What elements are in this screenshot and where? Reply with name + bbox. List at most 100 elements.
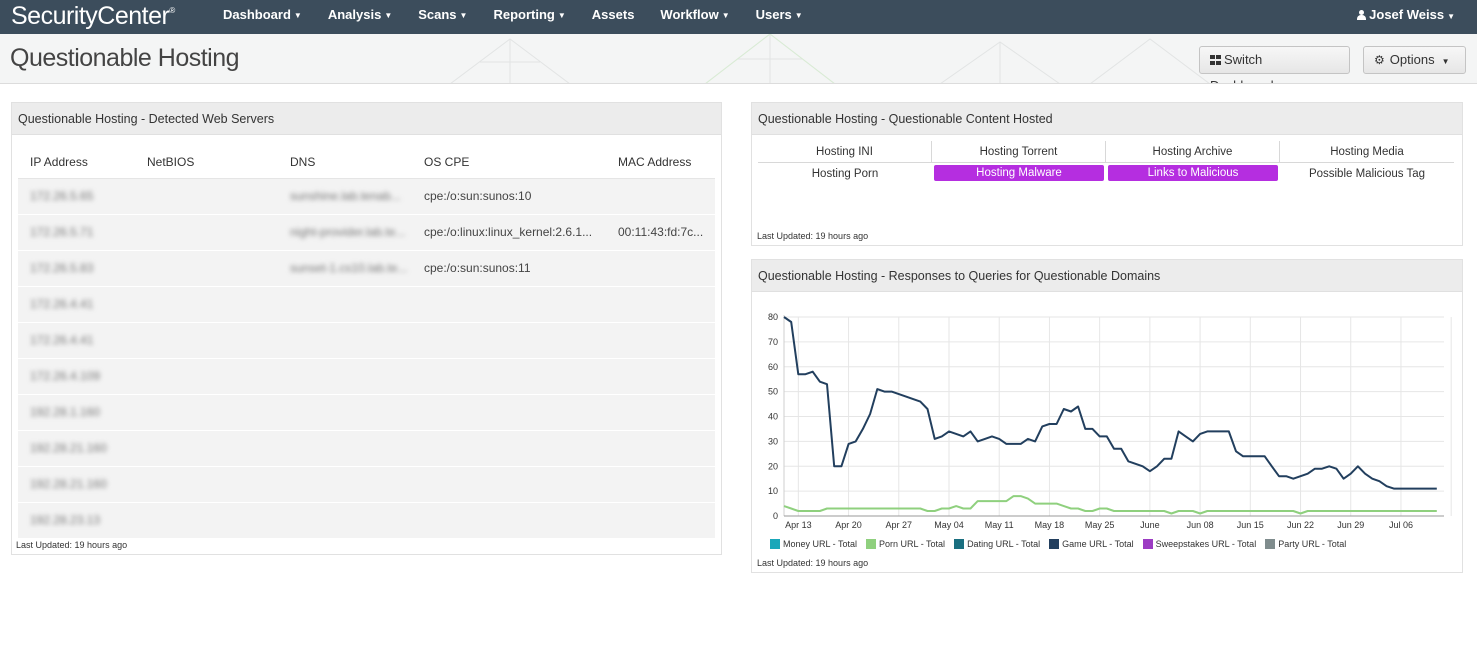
- nav-workflow[interactable]: Workflow ▼: [647, 0, 742, 34]
- switch-dashboard-button[interactable]: Switch Dashboard ▼: [1199, 46, 1350, 83]
- alert-indicator: Hosting Malware: [934, 165, 1104, 181]
- table-cell: cpe:/o:sun:sunos:11: [412, 250, 606, 287]
- user-name: Josef Weiss: [1369, 7, 1445, 22]
- legend-item[interactable]: Porn URL - Total: [866, 539, 945, 549]
- responses-line-chart: 0 10 20 30 40 50 60 70 80 Apr 13 Apr 20 Apr 27 May 0…: [768, 312, 1452, 530]
- nav-assets[interactable]: Assets: [579, 0, 648, 34]
- options-button[interactable]: ⚙ Options ▼: [1363, 46, 1466, 74]
- table-row[interactable]: 172.26.4.109: [18, 358, 715, 395]
- table-cell: 172.26.4.41: [18, 286, 135, 323]
- gear-icon: ⚙: [1374, 53, 1385, 67]
- table-row[interactable]: 192.28.1.160: [18, 394, 715, 431]
- column-header[interactable]: MAC Address: [606, 146, 715, 179]
- chevron-down-icon: ▼: [459, 11, 468, 20]
- series-line-porn-url-total: [783, 495, 1437, 515]
- nav-analysis[interactable]: Analysis ▼: [315, 0, 405, 34]
- x-tick-label: May 18: [1035, 520, 1065, 530]
- column-header[interactable]: IP Address: [18, 146, 135, 179]
- legend-swatch: [770, 539, 780, 549]
- column-header[interactable]: NetBIOS: [135, 146, 278, 179]
- x-tick-label: Jun 15: [1237, 520, 1264, 530]
- matrix-cell[interactable]: Hosting Malware: [932, 163, 1106, 185]
- table-row[interactable]: 172.26.4.41: [18, 286, 715, 323]
- indicator-label: Hosting Torrent: [979, 146, 1058, 158]
- options-label: Options: [1389, 52, 1435, 67]
- table-cell: [606, 430, 715, 467]
- table-cell: 192.28.23.13: [18, 502, 135, 539]
- cell-os-cpe: cpe:/o:sun:sunos:11: [424, 261, 531, 275]
- page-header: Questionable Hosting Switch Dashboard ▼ ⚙…: [0, 34, 1477, 84]
- table-row[interactable]: 172.26.5.83 sunset-1.cs10.lab.te... cpe:/o…: [18, 250, 715, 287]
- table-row[interactable]: 192.28.21.160: [18, 466, 715, 503]
- cell-ip: 172.26.5.71: [30, 225, 94, 239]
- table-cell: [412, 466, 606, 503]
- cell-dns: sunset-1.cs10.lab.te...: [290, 261, 408, 275]
- table-cell: [606, 466, 715, 503]
- legend-label: Party URL - Total: [1278, 539, 1347, 549]
- chevron-down-icon: ▼: [557, 11, 566, 20]
- table-cell: [412, 394, 606, 431]
- table-cell: [278, 466, 412, 503]
- nav-label: Workflow: [660, 7, 719, 22]
- table-row[interactable]: 172.26.5.65 sunshine.lab.tenab... cpe:/o:s…: [18, 178, 715, 215]
- last-updated: Last Updated: 19 hours ago: [757, 231, 869, 241]
- matrix-cell[interactable]: Hosting Media: [1280, 141, 1454, 163]
- table-cell: [606, 178, 715, 215]
- x-tick-label: Jul 06: [1389, 520, 1413, 530]
- matrix-cell[interactable]: Hosting INI: [758, 141, 932, 163]
- last-updated: Last Updated: 19 hours ago: [16, 540, 128, 550]
- indicator-label: Hosting Media: [1330, 146, 1404, 158]
- legend-item[interactable]: Game URL - Total: [1049, 539, 1134, 549]
- table-cell: [135, 214, 278, 251]
- nav-label: Reporting: [493, 7, 555, 22]
- matrix-cell[interactable]: Possible Malicious Tag: [1280, 163, 1454, 185]
- legend-item[interactable]: Party URL - Total: [1265, 539, 1346, 549]
- column-header[interactable]: DNS: [278, 146, 412, 179]
- chevron-down-icon: ▼: [1447, 12, 1455, 21]
- main-nav: Dashboard ▼ Analysis ▼ Scans ▼ Reporting ▼ Asset…: [210, 0, 816, 34]
- table-row[interactable]: 172.26.4.41: [18, 322, 715, 359]
- table-cell: [135, 322, 278, 359]
- y-tick-label: 40: [768, 412, 778, 422]
- table-cell: 172.26.5.65: [18, 178, 135, 215]
- matrix-cell[interactable]: Links to Malicious: [1106, 163, 1280, 185]
- y-tick-label: 80: [768, 312, 778, 322]
- detected-web-servers-panel: Questionable Hosting - Detected Web Serv…: [11, 102, 722, 555]
- legend-item[interactable]: Sweepstakes URL - Total: [1142, 539, 1256, 549]
- column-header[interactable]: OS CPE: [412, 146, 606, 179]
- x-tick-label: Jun 29: [1337, 520, 1364, 530]
- legend-swatch: [954, 539, 965, 549]
- matrix-cell[interactable]: Hosting Torrent: [932, 141, 1106, 163]
- legend-swatch: [1049, 539, 1060, 549]
- legend-item[interactable]: Dating URL - Total: [954, 539, 1040, 549]
- y-tick-label: 10: [768, 486, 778, 496]
- table-row[interactable]: 192.28.21.160: [18, 430, 715, 467]
- legend-item[interactable]: Money URL - Total: [770, 539, 857, 549]
- y-tick-label: 0: [773, 511, 778, 521]
- app-logo[interactable]: SecurityCenter®: [11, 2, 175, 30]
- legend-swatch: [866, 539, 877, 549]
- nav-scans[interactable]: Scans ▼: [405, 0, 480, 34]
- cell-ip: 172.26.5.83: [30, 261, 94, 275]
- matrix-cell[interactable]: Hosting Archive: [1106, 141, 1280, 163]
- table-cell: [278, 286, 412, 323]
- alert-indicator: Links to Malicious: [1108, 165, 1278, 181]
- table-cell: [278, 394, 412, 431]
- chevron-down-icon: ▼: [1441, 57, 1450, 66]
- cell-ip: 192.28.23.13: [30, 513, 101, 527]
- table-row[interactable]: 172.26.5.71 night-provider.lab.te... cpe:/…: [18, 214, 715, 251]
- user-menu[interactable]: Josef Weiss ▼: [1357, 0, 1455, 32]
- table-row[interactable]: 192.28.23.13: [18, 502, 715, 539]
- nav-dashboard[interactable]: Dashboard ▼: [210, 0, 315, 34]
- nav-reporting[interactable]: Reporting ▼: [480, 0, 578, 34]
- cell-ip: 192.28.1.160: [30, 405, 101, 419]
- matrix-cell[interactable]: Hosting Porn: [758, 163, 932, 185]
- content-matrix: Hosting INI Hosting Torrent Hosting Archiv…: [758, 141, 1455, 185]
- nav-users[interactable]: Users ▼: [743, 0, 816, 34]
- cell-ip: 172.26.4.109: [30, 369, 101, 383]
- x-tick-label: Jun 22: [1287, 520, 1314, 530]
- table-cell: [278, 322, 412, 359]
- web-servers-table: IP Address NetBIOS DNS OS CPE MAC Address 17…: [18, 146, 715, 539]
- table-cell: [135, 358, 278, 395]
- y-tick-label: 30: [768, 436, 778, 446]
